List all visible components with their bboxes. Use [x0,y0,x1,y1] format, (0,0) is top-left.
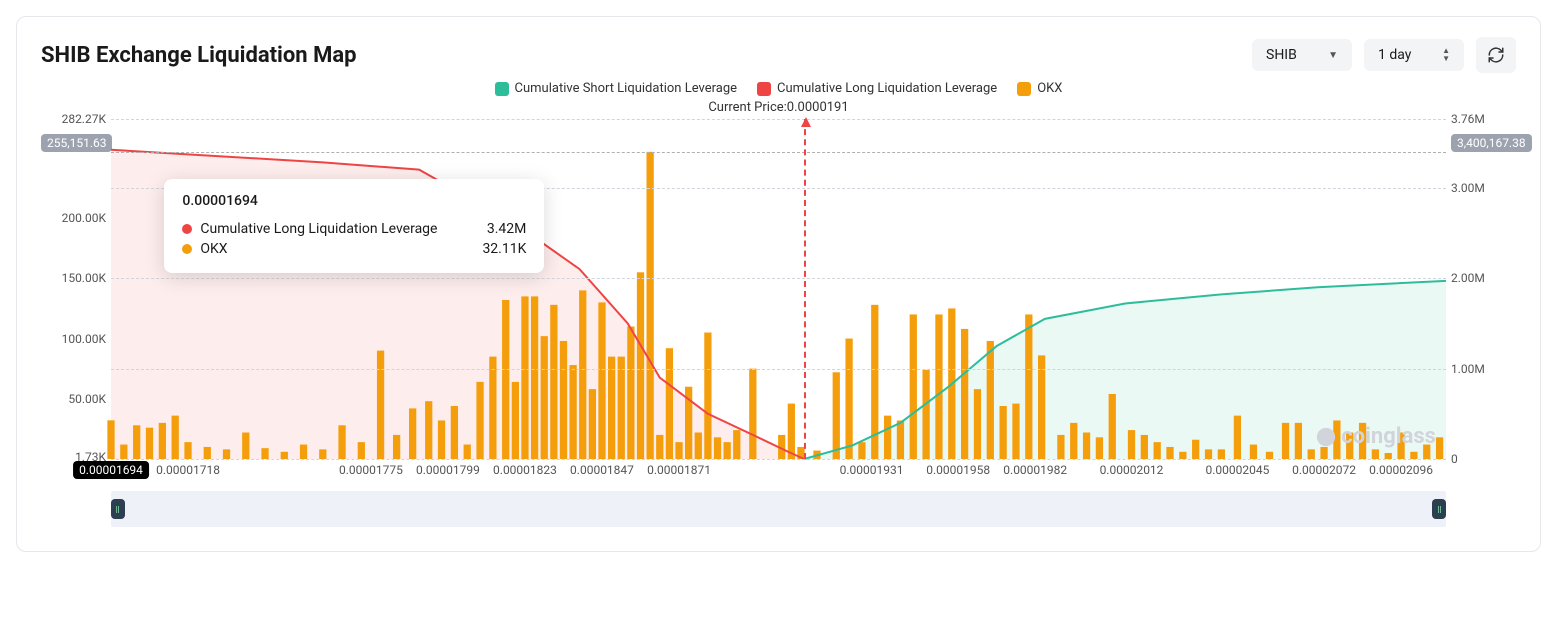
x-tick: 0.00001823 [493,463,557,477]
legend-short[interactable]: Cumulative Short Liquidation Leverage [495,81,738,96]
legend: Cumulative Short Liquidation Leverage Cu… [41,81,1516,96]
legend-short-label: Cumulative Short Liquidation Leverage [515,81,738,96]
y-left-axis: 282.27K255,151.63200.00K150.00K100.00K50… [41,119,106,459]
legend-okx-label: OKX [1037,81,1062,96]
y-right-tick: 3.76M [1451,112,1516,126]
y-right-tick: 3,400,167.38 [1451,143,1516,161]
x-tick-badge: 0.00001694 [73,461,149,479]
x-axis: 0.000016940.000017180.000017750.00001799… [111,459,1446,483]
chart[interactable]: coinglass 0.00001694 Cumulative Long Liq… [111,119,1446,459]
grid-line [111,278,1446,279]
current-price-line [804,119,806,459]
y-left-tick: 200.00K [41,211,106,225]
tooltip-title: 0.00001694 [182,193,526,209]
plot-svg [111,119,1446,459]
y-right-tick: 3.00M [1451,181,1516,195]
y-left-tick: 282.27K [41,112,106,126]
current-price-value: 0.0000191 [787,100,849,115]
legend-long[interactable]: Cumulative Long Liquidation Leverage [757,81,997,96]
grid-line [111,369,1446,370]
y-right-tick: 2.00M [1451,271,1516,285]
x-tick: 0.00001871 [647,463,711,477]
page-title: SHIB Exchange Liquidation Map [41,43,357,68]
y-left-tick: 150.00K [41,271,106,285]
symbol-select[interactable]: SHIB ▼ [1252,39,1352,71]
y-left-tick: 50.00K [41,392,106,406]
slider-handle-right[interactable]: || [1432,499,1446,519]
current-price-label: Current Price: [708,100,786,115]
x-tick: 0.00002072 [1292,463,1356,477]
grid-line [111,119,1446,120]
range-select[interactable]: 1 day ▲▼ [1364,39,1464,71]
current-price: Current Price:0.0000191 [41,100,1516,115]
range-slider[interactable]: || || [111,491,1446,527]
x-tick: 0.00001847 [570,463,634,477]
chart-wrap: 282.27K255,151.63200.00K150.00K100.00K50… [41,119,1516,527]
marker-line [111,152,1446,153]
y-right-tick: 1.00M [1451,362,1516,376]
symbol-select-value: SHIB [1266,47,1297,63]
legend-long-label: Cumulative Long Liquidation Leverage [777,81,997,96]
header: SHIB Exchange Liquidation Map SHIB ▼ 1 d… [41,37,1516,73]
tooltip: 0.00001694 Cumulative Long Liquidation L… [164,179,544,273]
plot-area: coinglass [111,119,1446,459]
arrow-up-icon [801,117,811,127]
x-tick: 0.00002096 [1369,463,1433,477]
y-right-tick: 0 [1451,452,1516,466]
x-tick: 0.00001958 [926,463,990,477]
x-tick: 0.00002045 [1205,463,1269,477]
x-tick: 0.00001775 [339,463,403,477]
tooltip-row: OKX32.11K [182,239,526,259]
stepper-icon: ▲▼ [1442,47,1450,63]
legend-short-swatch [495,82,509,96]
y-right-axis: 3.76M3,400,167.383.00M2.00M1.00M0 [1451,119,1516,459]
range-select-value: 1 day [1378,47,1411,63]
y-left-tick: 100.00K [41,332,106,346]
liquidation-map-card: SHIB Exchange Liquidation Map SHIB ▼ 1 d… [16,16,1541,552]
legend-okx-swatch [1017,82,1031,96]
y-left-tick: 255,151.63 [41,143,106,161]
slider-handle-left[interactable]: || [111,499,125,519]
tooltip-row: Cumulative Long Liquidation Leverage3.42… [182,219,526,239]
refresh-icon [1487,46,1505,64]
x-tick: 0.00002012 [1100,463,1164,477]
x-tick: 0.00001718 [156,463,220,477]
legend-long-swatch [757,82,771,96]
legend-okx[interactable]: OKX [1017,81,1062,96]
refresh-button[interactable] [1476,37,1516,73]
x-tick: 0.00001931 [840,463,904,477]
controls: SHIB ▼ 1 day ▲▼ [1252,37,1516,73]
x-tick: 0.00001799 [416,463,480,477]
chevron-down-icon: ▼ [1328,50,1338,61]
x-tick: 0.00001982 [1003,463,1067,477]
